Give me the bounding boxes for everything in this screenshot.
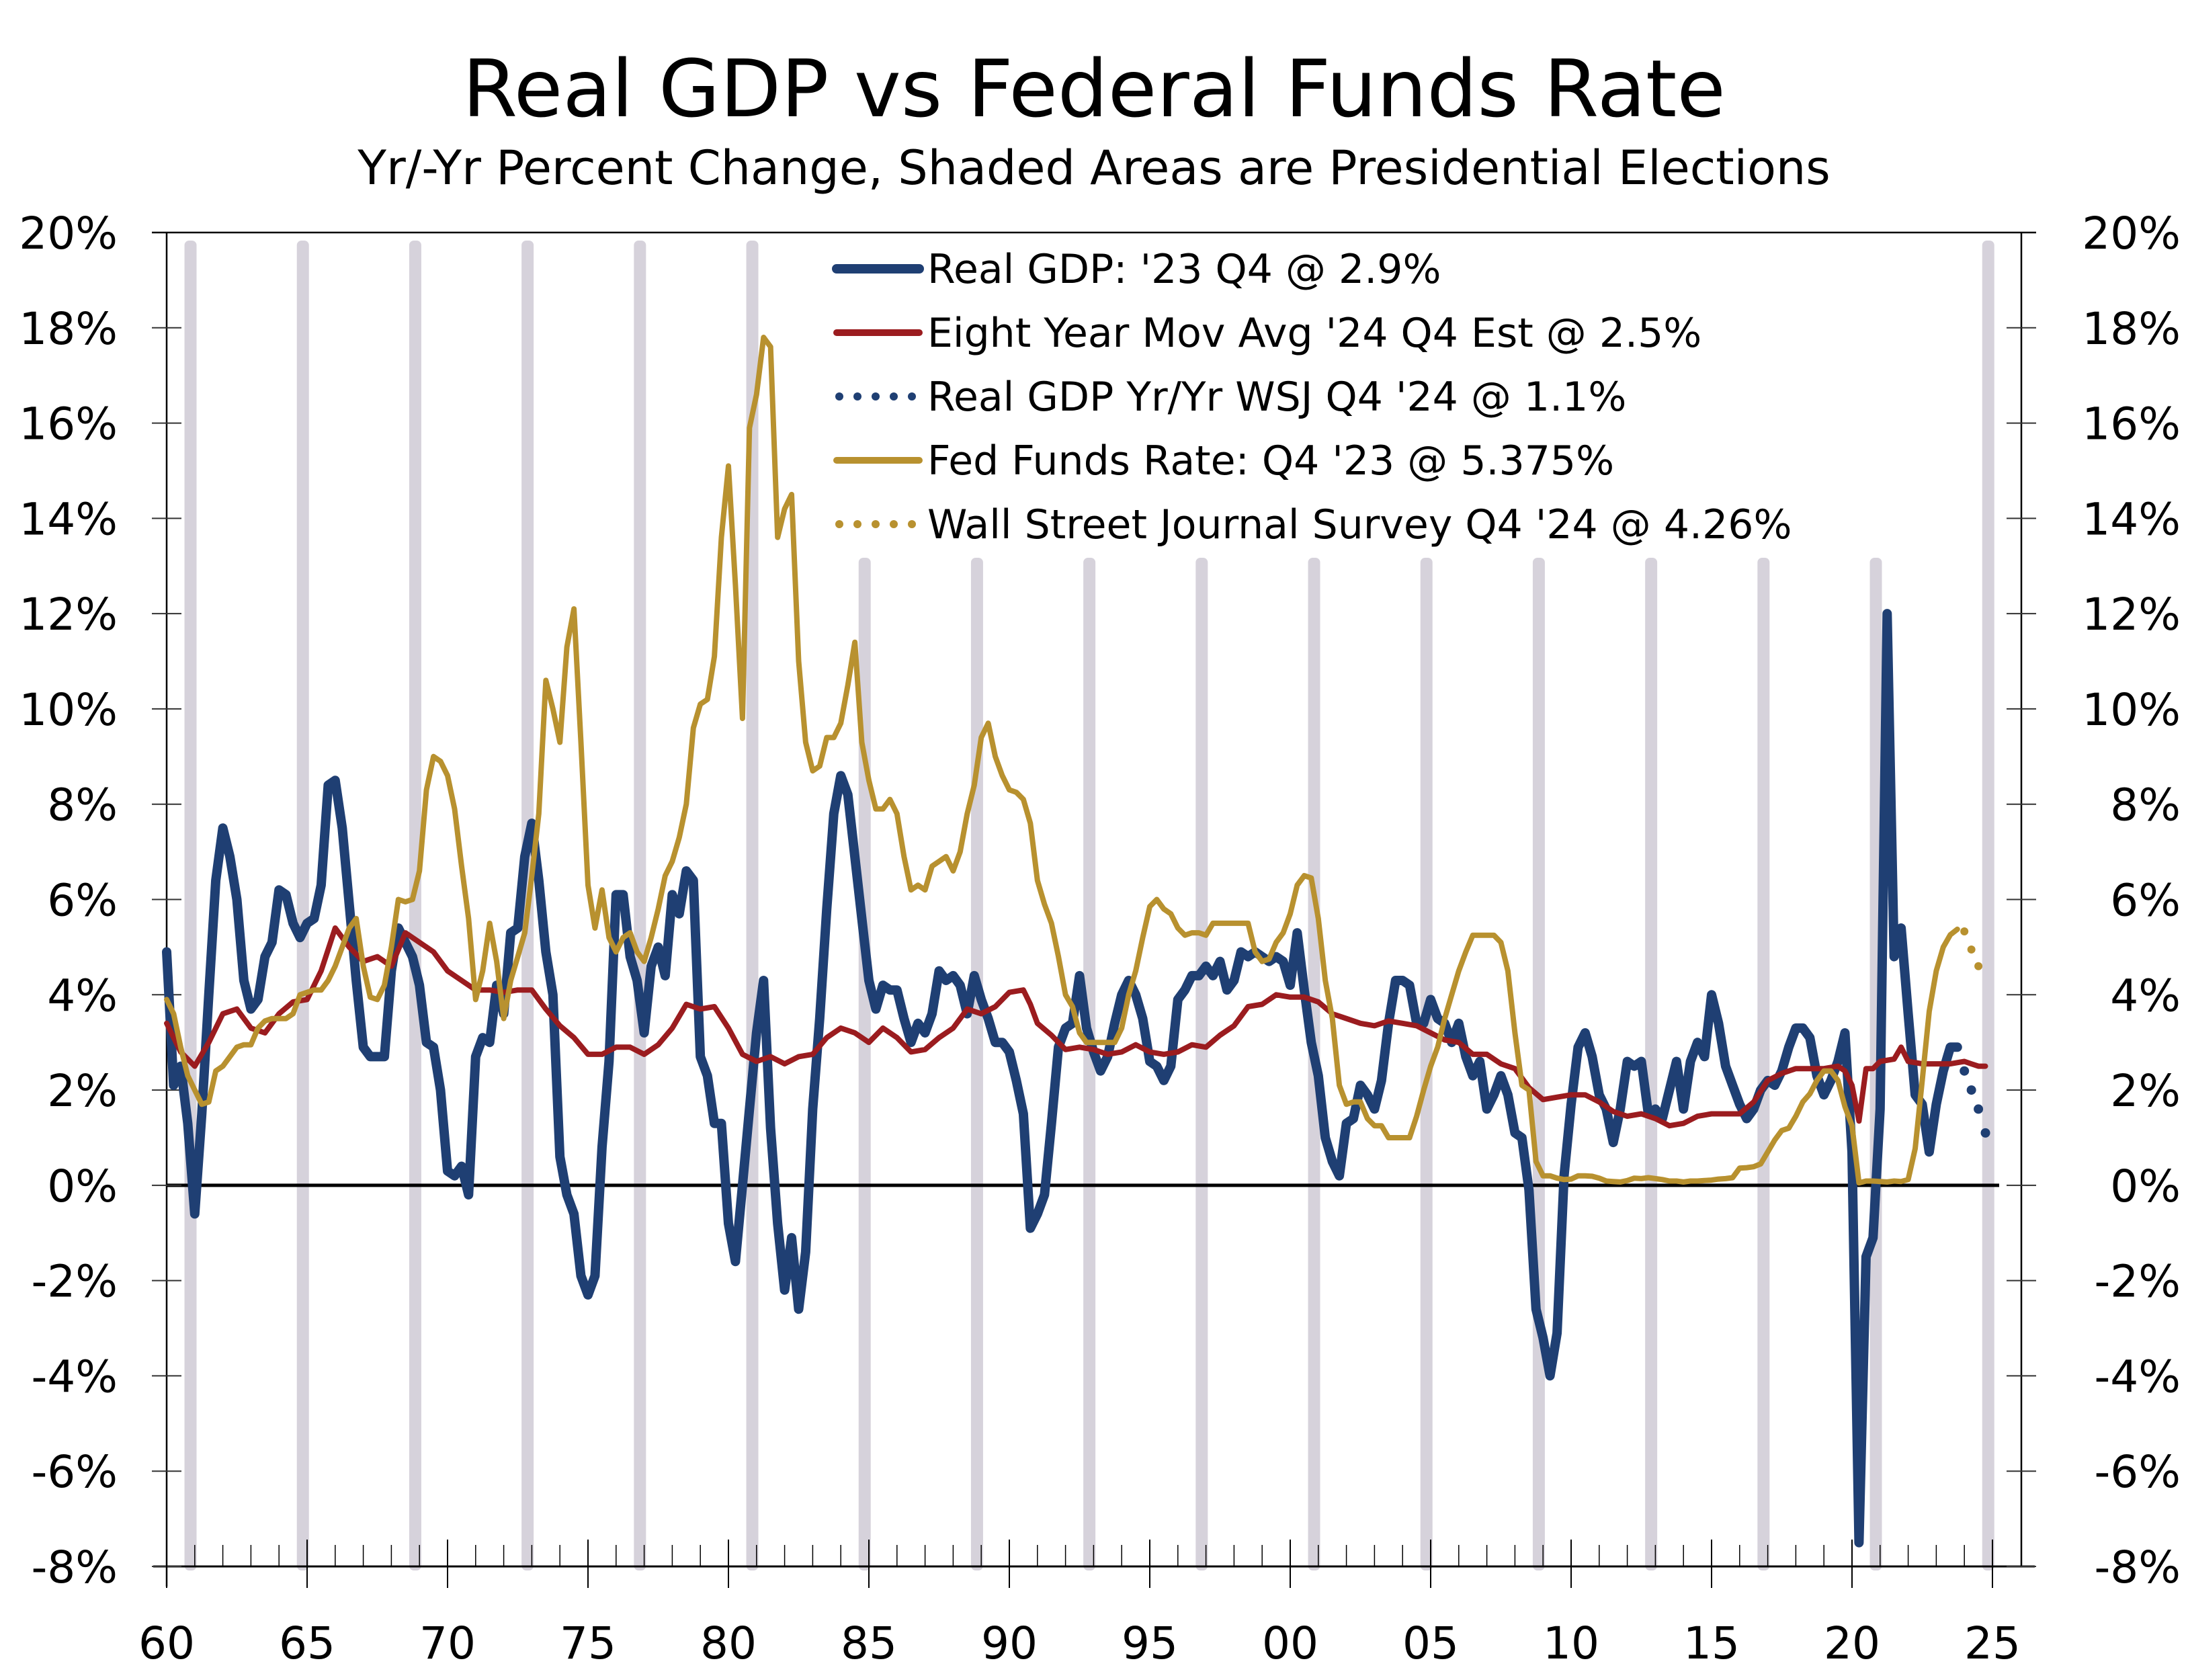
y-tick-label-right: 18% [2082, 303, 2181, 355]
election-shade-band [1083, 558, 1096, 1570]
legend-swatch-dot [908, 392, 916, 401]
y-tick-label-right: -4% [2094, 1351, 2181, 1402]
election-shade-band [409, 241, 421, 1570]
y-tick-label-right: 20% [2082, 208, 2181, 259]
y-tick-label-right: -2% [2094, 1256, 2181, 1308]
y-tick-label-left: -2% [31, 1256, 118, 1308]
x-tick-label: 70 [419, 1618, 476, 1669]
fed-funds-forecast-point [1960, 927, 1969, 935]
legend-label: Fed Funds Rate: Q4 '23 @ 5.375% [927, 437, 1614, 485]
y-tick-label-left: -4% [31, 1351, 118, 1402]
election-shade-band [1982, 241, 1994, 1570]
legend-label: Real GDP Yr/Yr WSJ Q4 '24 @ 1.1% [927, 374, 1626, 421]
x-tick-label: 05 [1402, 1618, 1459, 1669]
y-tick-label-left: 8% [47, 780, 118, 831]
axes-group: -8% -8% -6% -6% -4% -4% -2% -2% 0% 0% 2% 2% 4% 4% 6% 6%… [19, 208, 2181, 1669]
fed-funds-rate-line [164, 335, 1960, 1186]
chart-subtitle: Yr/-Yr Percent Change, Shaded Areas are … [357, 140, 1831, 196]
x-tick-label: 20 [1824, 1618, 1880, 1669]
x-tick-label: 80 [700, 1618, 757, 1669]
election-shade-band [1757, 558, 1770, 1570]
legend-swatch-dot [872, 520, 880, 528]
x-tick-label: 95 [1122, 1618, 1178, 1669]
x-tick-label: 90 [981, 1618, 1038, 1669]
legend-label: Eight Year Mov Avg '24 Q4 Est @ 2.5% [927, 310, 1701, 357]
gdp-forecast-point [1980, 1128, 1990, 1138]
y-tick-label-left: 6% [47, 875, 118, 927]
y-tick-label-right: -8% [2094, 1542, 2181, 1593]
x-tick-label: 10 [1543, 1618, 1599, 1669]
x-tick-label: 00 [1262, 1618, 1318, 1669]
chart-title: Real GDP vs Federal Funds Rate [462, 42, 1726, 135]
y-tick-label-left: -6% [31, 1446, 118, 1498]
legend-swatch-dot [890, 520, 898, 528]
y-tick-label-left: 12% [19, 589, 118, 640]
y-tick-label-left: 18% [19, 303, 118, 355]
y-tick-label-left: 10% [19, 684, 118, 736]
election-shade-band [1532, 558, 1545, 1570]
y-tick-label-right: 14% [2082, 493, 2181, 545]
y-tick-label-left: 20% [19, 208, 118, 259]
y-tick-label-left: 0% [47, 1161, 118, 1212]
y-tick-label-right: 12% [2082, 589, 2181, 640]
y-tick-label-left: 14% [19, 493, 118, 545]
y-tick-label-left: 4% [47, 970, 118, 1021]
legend-swatch-dot [853, 392, 861, 401]
eight-year-moving-avg-line [164, 925, 1988, 1129]
y-tick-label-right: -6% [2094, 1446, 2181, 1498]
y-tick-label-right: 8% [2110, 780, 2181, 831]
x-tick-label: 65 [279, 1618, 335, 1669]
legend-item: Fed Funds Rate: Q4 '23 @ 5.375% [833, 437, 1614, 485]
x-tick-label: 60 [138, 1618, 195, 1669]
legend-item: Real GDP: '23 Q4 @ 2.9% [832, 246, 1441, 293]
legend: Real GDP: '23 Q4 @ 2.9% Eight Year Mov Av… [832, 246, 1792, 548]
election-shade-band [184, 241, 197, 1570]
y-tick-label-right: 10% [2082, 684, 2181, 736]
y-tick-label-right: 6% [2110, 875, 2181, 927]
x-tick-label: 85 [841, 1618, 897, 1669]
gdp-forecast-point [1966, 1085, 1976, 1095]
real-gdp-line [162, 609, 1962, 1548]
election-shade-band [970, 558, 983, 1570]
election-shade-band [634, 241, 646, 1570]
legend-swatch-dot [835, 392, 843, 401]
y-tick-label-left: 2% [47, 1065, 118, 1117]
x-tick-label: 25 [1964, 1618, 2021, 1669]
election-shade-band [746, 241, 759, 1570]
election-shade-band [1195, 558, 1208, 1570]
election-shade-band [1420, 558, 1433, 1570]
legend-swatch-dot [872, 392, 880, 401]
y-tick-label-left: 16% [19, 398, 118, 450]
series-group [162, 335, 1990, 1548]
gdp-forecast-point [1974, 1104, 1984, 1114]
legend-swatch-dot [890, 392, 898, 401]
legend-label: Wall Street Journal Survey Q4 '24 @ 4.26… [927, 501, 1792, 548]
x-tick-label: 75 [560, 1618, 616, 1669]
legend-swatch-dot [908, 520, 916, 528]
legend-swatch-dot [835, 520, 843, 528]
election-shade-band [296, 241, 309, 1570]
legend-label: Real GDP: '23 Q4 @ 2.9% [927, 246, 1441, 293]
legend-item: Eight Year Mov Avg '24 Q4 Est @ 2.5% [833, 310, 1701, 357]
y-tick-label-right: 4% [2110, 970, 2181, 1021]
gdp-forecast-point [1960, 1066, 1970, 1076]
election-shade-band [1645, 558, 1658, 1570]
legend-swatch-dot [853, 520, 861, 528]
y-tick-label-left: -8% [31, 1542, 118, 1593]
legend-item: Real GDP Yr/Yr WSJ Q4 '24 @ 1.1% [835, 374, 1626, 421]
y-tick-label-right: 16% [2082, 398, 2181, 450]
fed-funds-forecast-point [1967, 945, 1976, 954]
y-tick-label-right: 0% [2110, 1161, 2181, 1212]
election-shade-band [858, 558, 871, 1570]
fed-funds-forecast-point [1974, 962, 1983, 970]
x-tick-label: 15 [1683, 1618, 1740, 1669]
legend-item: Wall Street Journal Survey Q4 '24 @ 4.26… [835, 501, 1792, 548]
y-tick-label-right: 2% [2110, 1065, 2181, 1117]
